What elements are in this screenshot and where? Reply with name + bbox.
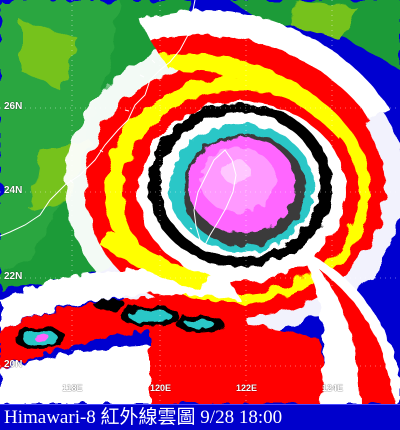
central-dense-overcast (188, 137, 296, 233)
lat-label-22n: 22N (4, 271, 23, 282)
infrared-cloud-image (0, 0, 400, 404)
lon-label-120e: 120E (150, 383, 172, 393)
coastlines (0, 0, 237, 246)
lon-label-118e: 118E (62, 383, 83, 393)
agency-watermark: 中央氣象局 (14, 380, 69, 391)
spiral-rainbands (0, 10, 400, 404)
lat-label-20n: 20N (4, 359, 23, 370)
lat-label-26n: 26N (4, 101, 23, 112)
image-caption: Himawari-8 紅外線雲圖 9/28 18:00 (4, 407, 283, 428)
lon-label-122e: 122E (236, 383, 258, 393)
lon-label-124e: 124E (322, 383, 344, 393)
southern-cloud-clusters (14, 299, 224, 350)
caption-bar: Himawari-8 紅外線雲圖 9/28 18:00 (0, 404, 400, 430)
lat-lon-grid (0, 0, 400, 404)
lat-label-24n: 24N (4, 185, 23, 196)
